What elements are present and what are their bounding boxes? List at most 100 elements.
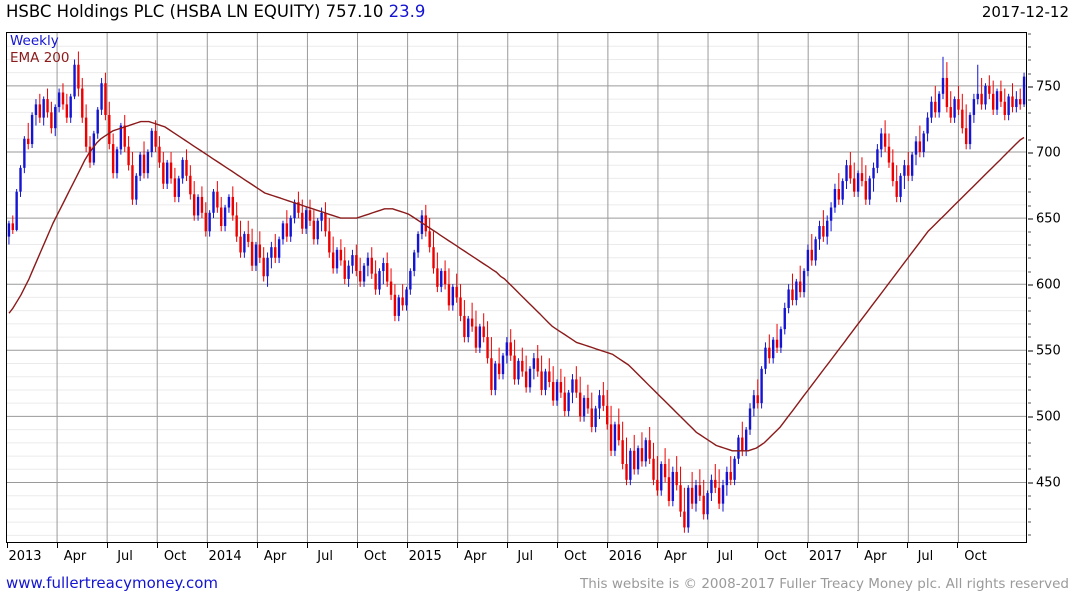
price-axis-label: 550 [1036,343,1061,359]
chart-plot-area[interactable] [6,32,1027,543]
time-axis-tick [807,543,809,548]
chart-series-layer [7,51,1026,533]
price-axis-tick [1028,218,1033,220]
time-axis-label: Jul [517,549,534,564]
price-change: 23.9 [388,2,426,21]
price-axis-minor-tick [1028,297,1031,299]
time-axis-label: Jul [717,549,734,564]
price-axis-minor-tick [1028,178,1031,180]
time-axis-label: Oct [764,549,787,564]
price-axis-minor-tick [1028,73,1031,75]
time-axis-label: 2014 [208,549,242,564]
price-axis-tick [1028,86,1033,88]
price-axis-minor-tick [1028,112,1031,114]
copyright-notice: This website is © 2008-2017 Fuller Treac… [580,576,1069,592]
price-axis-minor-tick [1028,99,1031,101]
time-axis-tick [257,543,259,548]
time-axis-tick [357,543,359,548]
price-axis-minor-tick [1028,376,1031,378]
time-axis-tick [207,543,209,548]
time-axis-label: 2015 [408,549,442,564]
price-axis-minor-tick [1028,336,1031,338]
price-axis-minor-tick [1028,205,1031,207]
time-axis-tick [157,543,159,548]
time-axis-label: Jul [317,549,333,564]
time-axis-tick [507,543,509,548]
price-axis-minor-tick [1028,46,1031,48]
price-axis-minor-tick [1028,33,1031,35]
price-axis-minor-tick [1028,363,1031,365]
time-axis-tick [7,543,8,548]
price-axis-minor-tick [1028,257,1031,259]
price-axis-label: 600 [1036,277,1061,293]
time-axis-label: Oct [964,549,987,564]
page-title: HSBC Holdings PLC (HSBA LN EQUITY) 757.1… [6,2,425,21]
price-axis: 750 700 650 600 550 500 450 [1028,32,1075,543]
time-axis-label: 2017 [808,549,842,564]
price-axis-label: 500 [1036,409,1061,425]
time-axis-tick [307,543,309,548]
instrument-ticker: (HSBA LN EQUITY) [169,2,321,21]
time-axis-tick [607,543,609,548]
price-axis-tick [1028,284,1033,286]
price-axis-minor-tick [1028,231,1031,233]
price-axis-minor-tick [1028,244,1031,246]
time-axis-tick [907,543,909,548]
time-axis-label: Apr [463,549,487,564]
price-axis-minor-tick [1028,402,1031,404]
chart-header: HSBC Holdings PLC (HSBA LN EQUITY) 757.1… [0,0,1075,28]
time-axis-tick [957,543,959,548]
time-axis-label: Apr [864,549,887,564]
price-axis-label: 700 [1036,145,1061,161]
time-axis: 2013 Apr Jul Oct 2014 Apr Jul Oct 2015 Apr Jul Oct 2… [6,543,1027,569]
last-price: 757.10 [325,2,384,21]
price-axis-tick [1028,350,1033,352]
time-axis-label: Oct [163,549,187,564]
time-axis-label: Apr [63,549,87,564]
chart-gridlines [7,33,1026,542]
time-axis-tick [757,543,759,548]
price-axis-minor-tick [1028,468,1031,470]
price-axis-minor-tick [1028,323,1031,325]
time-axis-tick [857,543,859,548]
time-axis-label: Apr [664,549,687,564]
time-axis-tick [457,543,459,548]
price-axis-minor-tick [1028,125,1031,127]
time-axis-tick [107,543,109,548]
chart-footer: www.fullertreacymoney.com This website i… [0,572,1075,600]
time-axis-tick [57,543,59,548]
price-axis-tick [1028,416,1033,418]
price-axis-minor-tick [1028,521,1031,523]
price-axis-minor-tick [1028,191,1031,193]
price-axis-minor-tick [1028,271,1031,272]
time-axis-label: Oct [363,549,387,564]
price-axis-minor-tick [1028,495,1031,497]
time-axis-label: Apr [263,549,287,564]
time-axis-tick [707,543,709,548]
plot-canvas [7,33,1026,542]
price-axis-minor-tick [1028,442,1031,444]
site-url-link[interactable]: www.fullertreacymoney.com [6,574,219,592]
time-axis-tick [657,543,659,548]
price-axis-minor-tick [1028,165,1031,167]
price-axis-minor-tick [1028,139,1031,141]
price-axis-minor-tick [1028,429,1031,431]
price-axis-tick [1028,152,1033,154]
time-axis-label: Oct [564,549,587,564]
time-axis-label: 2013 [8,549,42,564]
price-axis-minor-tick [1028,508,1031,510]
time-axis-label: Jul [117,549,133,564]
price-axis-tick [1028,482,1033,484]
price-axis-label: 750 [1036,79,1061,95]
price-axis-minor-tick [1028,310,1031,312]
price-axis-minor-tick [1028,534,1031,536]
time-axis-tick [557,543,559,548]
time-axis-label: Jul [917,549,934,564]
price-axis-minor-tick [1028,59,1031,61]
price-axis-minor-tick [1028,455,1031,457]
price-axis-label: 450 [1036,475,1061,491]
price-axis-minor-tick [1028,389,1031,391]
quote-date: 2017-12-12 [981,3,1069,21]
instrument-name: HSBC Holdings PLC [6,2,165,21]
